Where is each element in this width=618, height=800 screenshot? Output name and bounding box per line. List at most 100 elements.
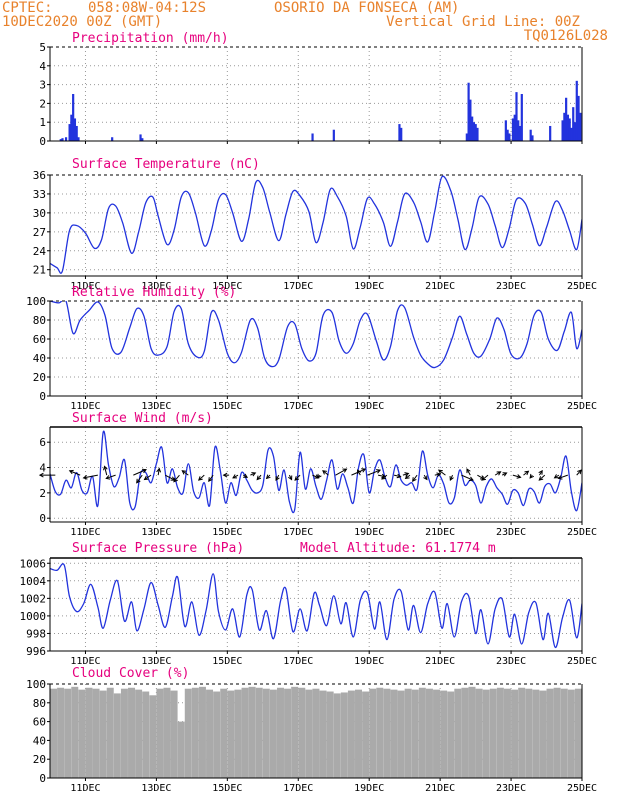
y-tick-label: 1: [39, 116, 46, 129]
wind-arrow: [481, 474, 489, 481]
y-tick-label: 6: [39, 436, 46, 449]
wind-arrow: [256, 474, 262, 481]
x-tick-label: 25DEC: [567, 401, 597, 412]
cloud-bar: [163, 687, 171, 778]
cloud-bar: [191, 687, 199, 778]
precipitation-bar: [568, 118, 571, 141]
cloud-bar: [213, 691, 221, 778]
precipitation-bar: [59, 139, 62, 141]
precipitation-bar: [506, 129, 509, 141]
wind-arrow: [434, 472, 442, 477]
y-tick-label: 5: [39, 41, 46, 54]
cloud-bar: [383, 688, 391, 778]
precipitation-bar: [472, 122, 476, 141]
cloud-bar: [248, 686, 256, 778]
panel-title-cloud: Cloud Cover (%): [72, 666, 189, 681]
cloud-bar: [156, 688, 164, 778]
cloud-bar: [518, 687, 526, 778]
precipitation-bar: [70, 114, 73, 141]
precipitation-bar: [577, 95, 580, 141]
wind-arrow: [275, 474, 280, 481]
precipitation-bar: [400, 127, 403, 141]
header-coords: 058:08W-04:12S: [88, 0, 207, 16]
cloud-bar: [489, 688, 497, 778]
x-tick-label: 21DEC: [425, 656, 455, 667]
y-tick-label: 3: [39, 79, 46, 92]
precipitation-bar: [531, 135, 534, 141]
precipitation-bar: [517, 120, 520, 141]
y-tick-label: 100: [26, 678, 46, 691]
wind-arrow: [576, 469, 582, 476]
x-tick-label: 15DEC: [212, 783, 242, 794]
panel-cloud: 0 20 40 60 80 100 11DEC 13DEC 15DEC 17DEC 19DEC 21D…: [26, 666, 597, 794]
cloud-bar: [71, 686, 79, 778]
cloud-bar: [454, 688, 462, 778]
x-tick-label: 11DEC: [70, 527, 100, 538]
x-tick-label: 23DEC: [496, 783, 526, 794]
cloud-bar: [326, 691, 334, 778]
precipitation-bar: [311, 133, 314, 141]
wind-arrow: [38, 472, 56, 478]
y-tick-label: 60: [33, 333, 46, 346]
precipitation-bar: [579, 112, 582, 141]
cloud-bar: [319, 690, 327, 778]
wind-arrow: [173, 474, 180, 483]
wind-arrow: [512, 474, 522, 479]
x-tick-label: 23DEC: [496, 656, 526, 667]
precipitation-bar: [504, 120, 507, 141]
x-tick-label: 11DEC: [70, 783, 100, 794]
x-tick-label: 19DEC: [354, 656, 384, 667]
cloud-bar: [142, 691, 150, 778]
x-tick-label: 25DEC: [567, 656, 597, 667]
cloud-bar: [64, 688, 72, 778]
cloud-bar: [347, 690, 355, 778]
precipitation-bar: [471, 116, 474, 141]
x-tick-label: 17DEC: [283, 401, 313, 412]
precipitation-bar: [518, 125, 522, 141]
cloud-bar: [85, 687, 93, 778]
precipitation-bar: [573, 122, 577, 141]
x-tick-label: 13DEC: [141, 281, 171, 292]
header-run: 10DEC2020 00Z (GMT): [2, 14, 163, 30]
wind-arrow: [367, 469, 382, 476]
wind-arrow: [105, 474, 116, 480]
precipitation-bar: [561, 120, 564, 141]
wind-arrow: [265, 474, 271, 480]
y-tick-label: 2: [39, 97, 46, 110]
x-tick-label: 25DEC: [567, 783, 597, 794]
precipitation-bar: [139, 134, 142, 141]
cloud-bar: [433, 689, 441, 778]
y-tick-label: 40: [33, 734, 46, 747]
wind-arrow: [423, 474, 428, 481]
precipitation-bar: [75, 125, 78, 141]
x-tick-label: 19DEC: [354, 783, 384, 794]
x-tick-label: 11DEC: [70, 281, 100, 292]
cloud-bar: [298, 687, 306, 778]
cloud-bar: [397, 690, 405, 778]
precipitation-bar: [513, 114, 516, 141]
x-tick-label: 15DEC: [212, 401, 242, 412]
cloud-bar: [227, 690, 235, 778]
wind-arrow: [156, 467, 162, 476]
x-tick-label: 21DEC: [425, 527, 455, 538]
x-tick-label: 15DEC: [212, 527, 242, 538]
x-tick-label: 11DEC: [70, 401, 100, 412]
precipitation-bar: [508, 133, 511, 141]
precipitation-bar: [575, 80, 578, 141]
cloud-bar: [333, 693, 341, 778]
y-tick-label: 996: [26, 645, 46, 658]
wind-arrow: [294, 474, 301, 481]
precipitation-bar: [563, 112, 566, 141]
y-tick-label: 80: [33, 314, 46, 327]
wind-arrow: [461, 474, 474, 481]
header-model: TQ0126L028: [523, 28, 608, 44]
panel-title-wind: Surface Wind (m/s): [72, 411, 213, 426]
wind-arrow: [538, 474, 546, 481]
wind-arrow: [404, 474, 411, 480]
wind-arrow: [553, 474, 560, 479]
cloud-bar: [255, 687, 263, 778]
cloud-bar: [369, 688, 377, 778]
cloud-bar: [113, 693, 121, 778]
x-tick-label: 21DEC: [425, 783, 455, 794]
cloud-bar: [525, 688, 533, 778]
